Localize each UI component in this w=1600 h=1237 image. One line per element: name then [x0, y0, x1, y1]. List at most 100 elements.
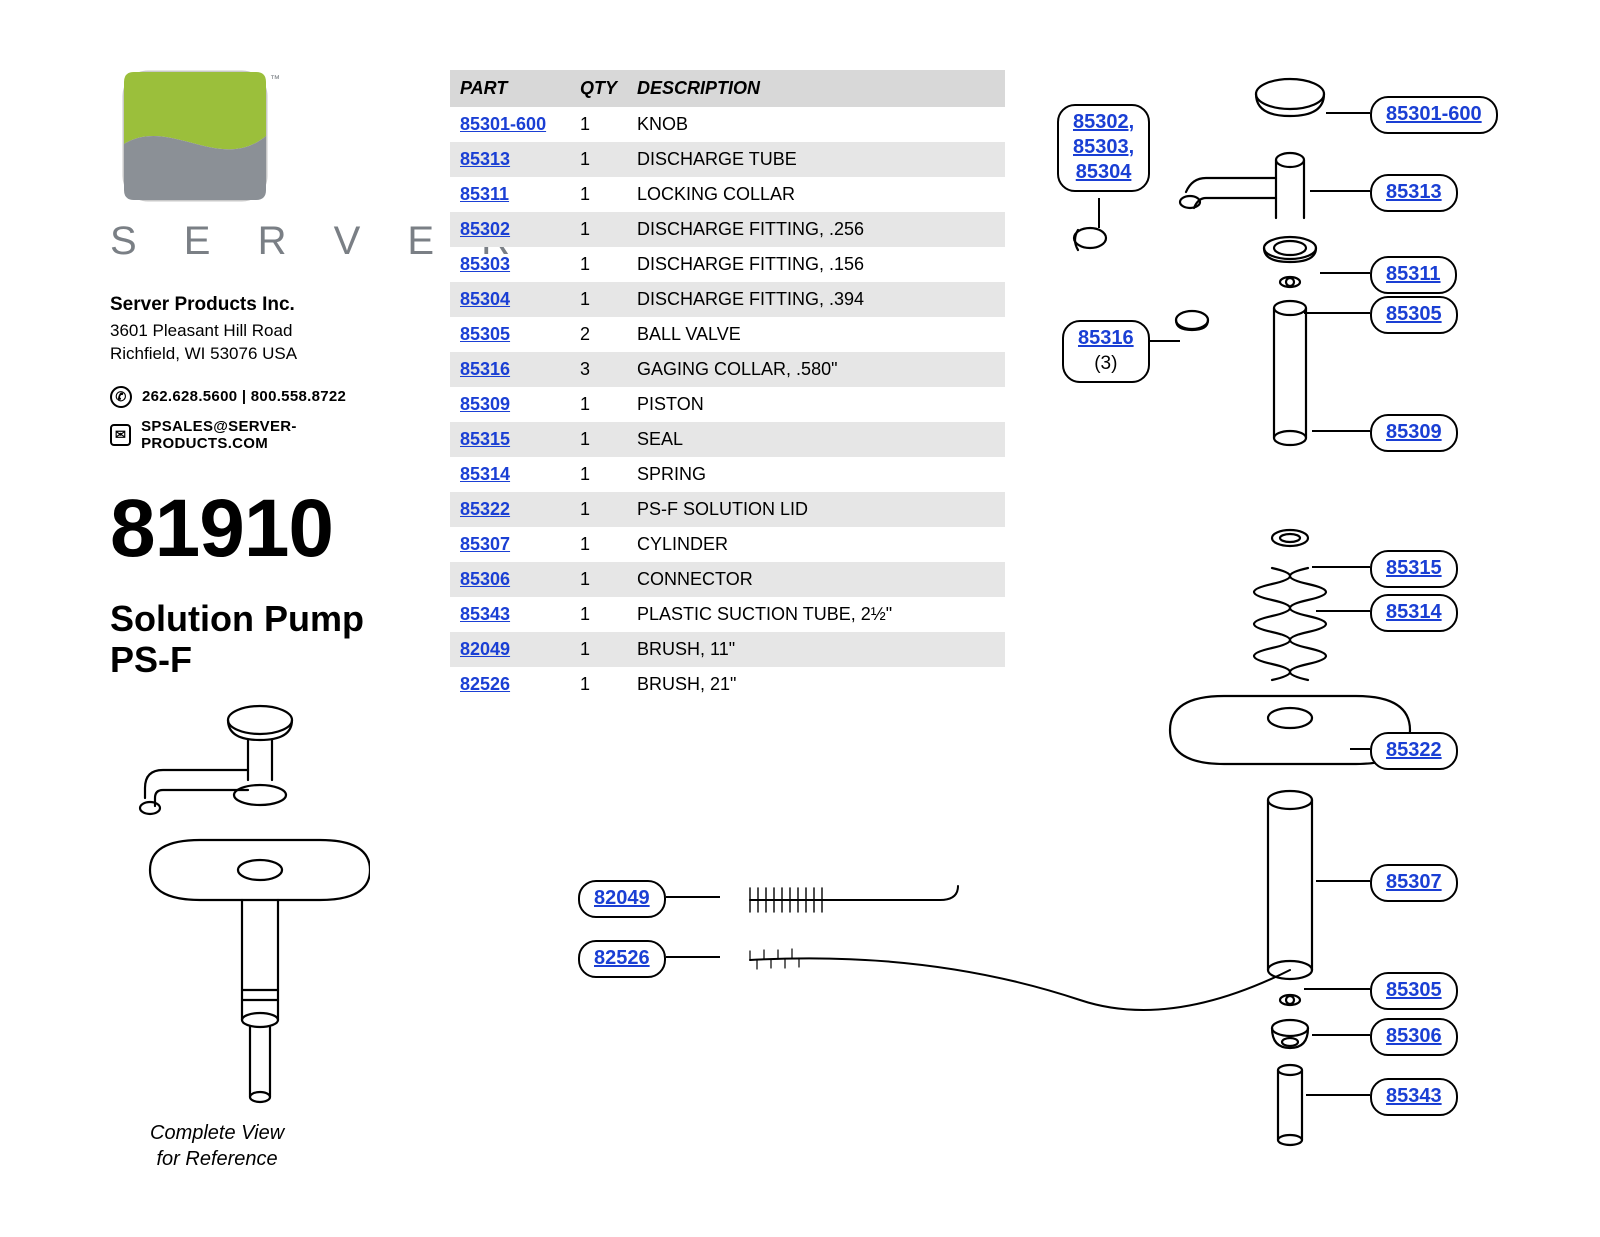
table-row: 853221PS-F SOLUTION LID — [450, 492, 1005, 527]
leader-line — [1316, 610, 1370, 612]
leader-line — [1098, 198, 1100, 228]
table-row: 85304 1DISCHARGE FITTING, .394 — [450, 282, 1005, 317]
callout-link-85304[interactable]: 85304 — [1073, 160, 1134, 185]
part-link[interactable]: 85343 — [460, 604, 510, 624]
leader-line — [1312, 566, 1370, 568]
complete-view-caption: Complete View for Reference — [150, 1120, 284, 1172]
callout-link[interactable]: 85311 — [1386, 262, 1441, 287]
callout-link[interactable]: 85307 — [1386, 870, 1442, 895]
company-name: Server Products Inc. — [110, 294, 410, 316]
table-row: 853151SEAL — [450, 422, 1005, 457]
phone-icon: ✆ — [110, 386, 132, 408]
leader-line — [1316, 880, 1370, 882]
part-qty: 1 — [570, 667, 627, 702]
email-icon: ✉ — [110, 424, 131, 446]
phone-text: 262.628.5600 | 800.558.8722 — [142, 388, 346, 405]
leader-line — [1150, 340, 1180, 342]
table-row: 853163GAGING COLLAR, .580" — [450, 352, 1005, 387]
callout-link-85316[interactable]: 85316 — [1078, 326, 1134, 351]
part-link[interactable]: 85307 — [460, 534, 510, 554]
brand-wordmark: S E R V E R — [110, 219, 410, 264]
callout-discharge-fittings: 85302, 85303, 85304 — [1057, 104, 1150, 192]
part-description: PS-F SOLUTION LID — [627, 492, 1005, 527]
callout-85306: 85306 — [1370, 1018, 1458, 1056]
callout-link[interactable]: 85313 — [1386, 180, 1442, 205]
product-title-line-1: Solution Pump — [110, 598, 410, 639]
part-description: DISCHARGE FITTING, .394 — [627, 282, 1005, 317]
callout-link-85303[interactable]: 85303, — [1073, 135, 1134, 160]
callout-85305-upper: 85305 — [1370, 296, 1458, 334]
callout-link[interactable]: 85314 — [1386, 600, 1442, 625]
part-link[interactable]: 85316 — [460, 359, 510, 379]
table-row: 85301-6001KNOB — [450, 107, 1005, 142]
part-description: BALL VALVE — [627, 317, 1005, 352]
part-qty: 1 — [570, 387, 627, 422]
callout-link[interactable]: 82526 — [594, 946, 650, 971]
part-qty: 1 — [570, 212, 627, 247]
table-row: 85343 1PLASTIC SUCTION TUBE, 2½" — [450, 597, 1005, 632]
callout-85313: 85313 — [1370, 174, 1458, 212]
callout-link[interactable]: 85305 — [1386, 978, 1442, 1003]
callout-link-85302[interactable]: 85302, — [1073, 110, 1134, 135]
part-description: PLASTIC SUCTION TUBE, 2½" — [627, 597, 1005, 632]
table-header-row: PART QTY DESCRIPTION — [450, 70, 1005, 107]
complete-view-line-1: Complete View — [150, 1120, 284, 1146]
part-qty: 1 — [570, 142, 627, 177]
part-qty: 1 — [570, 632, 627, 667]
part-qty: 1 — [570, 562, 627, 597]
callout-link[interactable]: 85322 — [1386, 738, 1442, 763]
callout-link[interactable]: 85309 — [1386, 420, 1442, 445]
part-description: DISCHARGE FITTING, .156 — [627, 247, 1005, 282]
part-qty: 1 — [570, 527, 627, 562]
callout-link[interactable]: 85301-600 — [1386, 102, 1482, 127]
email-row: ✉ SPSALES@SERVER-PRODUCTS.COM — [110, 418, 410, 452]
callout-82526: 82526 — [578, 940, 666, 978]
part-link[interactable]: 85301-600 — [460, 114, 546, 134]
callout-85307: 85307 — [1370, 864, 1458, 902]
callout-link[interactable]: 85343 — [1386, 1084, 1442, 1109]
part-link[interactable]: 85306 — [460, 569, 510, 589]
part-link[interactable]: 85309 — [460, 394, 510, 414]
address-line-2: Richfield, WI 53076 USA — [110, 343, 410, 366]
leader-line — [666, 956, 720, 958]
svg-text:™: ™ — [270, 74, 280, 85]
table-row: 85303 1DISCHARGE FITTING, .156 — [450, 247, 1005, 282]
col-part: PART — [450, 70, 570, 107]
callout-link[interactable]: 82049 — [594, 886, 650, 911]
part-link[interactable]: 85314 — [460, 464, 510, 484]
part-qty: 1 — [570, 282, 627, 317]
part-qty: 1 — [570, 247, 627, 282]
table-row: 853021DISCHARGE FITTING, .256 — [450, 212, 1005, 247]
part-link[interactable]: 85311 — [460, 184, 509, 204]
leader-line — [1350, 748, 1370, 750]
part-link[interactable]: 85315 — [460, 429, 510, 449]
company-address: 3601 Pleasant Hill Road Richfield, WI 53… — [110, 320, 410, 366]
part-link[interactable]: 82526 — [460, 674, 510, 694]
part-qty: 1 — [570, 107, 627, 142]
brushes-drawing — [720, 870, 1320, 1030]
table-row: 853071CYLINDER — [450, 527, 1005, 562]
part-link[interactable]: 85313 — [460, 149, 510, 169]
callout-link[interactable]: 85315 — [1386, 556, 1442, 581]
callout-link[interactable]: 85305 — [1386, 302, 1442, 327]
product-number: 81910 — [110, 482, 410, 576]
callout-85343: 85343 — [1370, 1078, 1458, 1116]
col-desc: DESCRIPTION — [627, 70, 1005, 107]
part-link[interactable]: 85322 — [460, 499, 510, 519]
leader-line — [1320, 272, 1370, 274]
part-link[interactable]: 85305 — [460, 324, 510, 344]
part-link[interactable]: 82049 — [460, 639, 510, 659]
part-description: SEAL — [627, 422, 1005, 457]
part-link[interactable]: 85303 — [460, 254, 510, 274]
callout-85315: 85315 — [1370, 550, 1458, 588]
callout-gaging-collar: 85316 (3) — [1062, 320, 1150, 383]
callout-link[interactable]: 85306 — [1386, 1024, 1442, 1049]
callout-85305-lower: 85305 — [1370, 972, 1458, 1010]
part-link[interactable]: 85302 — [460, 219, 510, 239]
table-row: 853131DISCHARGE TUBE — [450, 142, 1005, 177]
part-link[interactable]: 85304 — [460, 289, 510, 309]
left-column: ™ S E R V E R Server Products Inc. 3601 … — [110, 66, 410, 681]
leader-line — [1312, 430, 1370, 432]
part-description: SPRING — [627, 457, 1005, 492]
part-qty: 1 — [570, 597, 627, 632]
